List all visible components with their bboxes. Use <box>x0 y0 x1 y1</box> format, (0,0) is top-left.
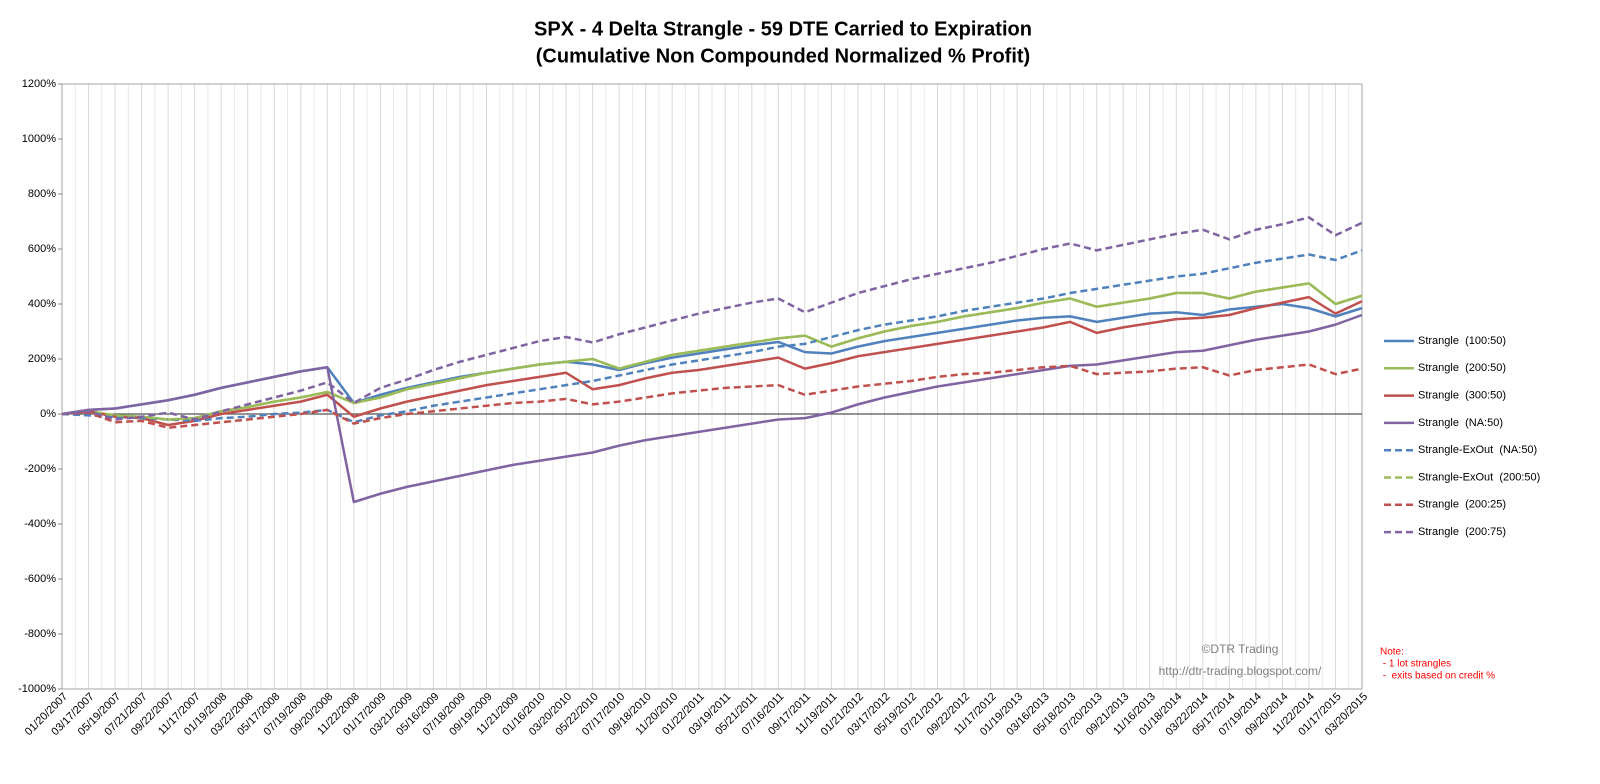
series-line <box>61 363 1363 429</box>
chart-subtitle: (Cumulative Non Compounded Normalized % … <box>536 45 1030 67</box>
note: - exits based on credit % <box>1380 671 1495 682</box>
legend-label: Strangle (200:25) <box>1418 499 1506 511</box>
y-tick-label: -400% <box>24 518 56 530</box>
series-line <box>61 216 1363 421</box>
series-line <box>61 295 1363 427</box>
legend-label: Strangle (200:75) <box>1418 526 1506 538</box>
y-tick-label: 400% <box>28 298 56 310</box>
y-tick-label: 600% <box>28 243 56 255</box>
legend-label: Strangle (200:50) <box>1418 362 1506 374</box>
plot-area <box>61 83 1363 690</box>
legend-label: Strangle (NA:50) <box>1418 417 1503 429</box>
y-tick-label: -800% <box>24 628 56 640</box>
series-line <box>61 313 1363 504</box>
y-tick-label: -1000% <box>18 683 56 695</box>
note: Note: <box>1380 647 1404 658</box>
y-tick-label: 1200% <box>22 78 56 90</box>
chart-title: SPX - 4 Delta Strangle - 59 DTE Carried … <box>534 18 1032 40</box>
legend-label: Strangle (300:50) <box>1418 390 1506 402</box>
y-tick-label: 1000% <box>22 133 56 145</box>
note: - 1 lot strangles <box>1380 659 1451 670</box>
y-tick-label: -600% <box>24 573 56 585</box>
y-tick-label: 200% <box>28 353 56 365</box>
legend-label: Strangle-ExOut (200:50) <box>1418 471 1540 483</box>
y-tick-label: 0% <box>40 408 56 420</box>
series-line <box>61 282 1363 421</box>
y-tick-label: 800% <box>28 188 56 200</box>
watermark: ©DTR Trading <box>1202 642 1279 656</box>
legend-label: Strangle-ExOut (NA:50) <box>1418 444 1537 456</box>
legend-label: Strangle (100:50) <box>1418 335 1506 347</box>
watermark: http://dtr-trading.blogspot.com/ <box>1159 664 1322 678</box>
y-tick-label: -200% <box>24 463 56 475</box>
